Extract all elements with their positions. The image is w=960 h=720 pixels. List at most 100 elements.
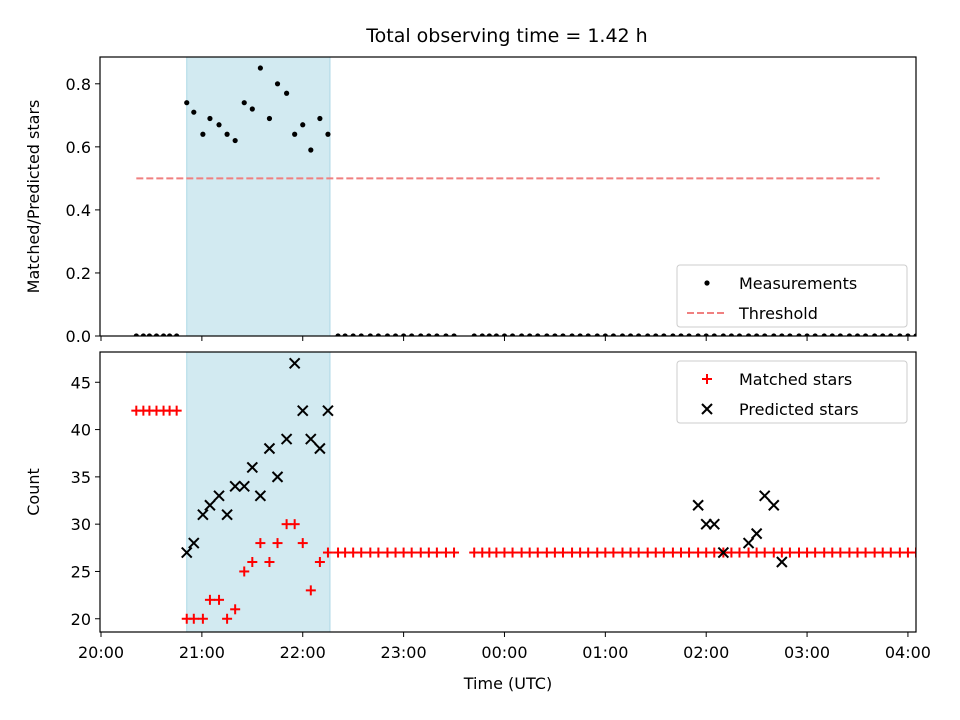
matched-point [171, 405, 182, 416]
predicted-point [213, 490, 225, 502]
measurement-point [325, 131, 331, 137]
measurement-point [216, 122, 222, 128]
measurement-point [670, 333, 676, 336]
measurement-point [779, 333, 785, 336]
measurement-point [645, 333, 651, 336]
measurement-point [821, 333, 827, 336]
measurement-point [678, 333, 684, 336]
measurement-point [146, 333, 153, 336]
measurement-point [686, 333, 692, 336]
measurement-point [140, 333, 146, 336]
matched-point [431, 547, 442, 558]
matched-point [583, 547, 594, 558]
measurement-point [426, 333, 432, 336]
series-predicted-stars [181, 357, 788, 568]
measurement-point [854, 333, 861, 336]
matched-point [684, 547, 695, 558]
series-measurements [133, 65, 944, 338]
predicted-point [238, 480, 250, 493]
measurement-point [335, 333, 341, 336]
x-axis-label: Time (UTC) [463, 674, 552, 693]
measurement-point [872, 333, 878, 336]
matched-point [658, 547, 669, 558]
measurement-point [569, 333, 575, 336]
x-tick-label: 21:00 [179, 643, 225, 662]
predicted-point [204, 499, 216, 511]
measurement-point [862, 333, 869, 336]
figure-title: Total observing time = 1.42 h [365, 25, 647, 47]
measurement-point [594, 333, 600, 336]
measurement-point [787, 333, 793, 336]
predicted-point [188, 537, 200, 549]
measurement-point [241, 100, 247, 106]
matched-point [297, 538, 308, 549]
matched-point [322, 547, 333, 558]
predicted-point [305, 433, 317, 445]
predicted-point [758, 490, 771, 502]
measurement-point [184, 100, 190, 106]
measurement-point [653, 333, 659, 336]
legend-measurement-swatch [704, 280, 710, 286]
matched-point [608, 547, 619, 558]
measurement-point [939, 333, 944, 338]
bottom-plot-area [131, 357, 916, 624]
measurement-point [160, 333, 167, 336]
matched-point [289, 519, 300, 530]
measurement-point [434, 333, 440, 336]
measurement-point [922, 333, 927, 338]
matched-point [759, 547, 770, 558]
matched-point [860, 547, 871, 558]
predicted-point [750, 527, 763, 540]
predicted-point [271, 471, 284, 483]
matched-point [305, 585, 316, 596]
predicted-point [692, 499, 704, 511]
matched-point [204, 594, 215, 605]
y-tick-label: 45 [71, 373, 91, 392]
measurement-point [796, 333, 802, 336]
measurement-point [509, 333, 516, 336]
measurement-point [846, 333, 853, 336]
measurement-point [812, 333, 818, 336]
x-tick-label: 00:00 [481, 643, 527, 662]
matched-point [356, 547, 367, 558]
bottom-axes-frame [99, 351, 917, 633]
measurement-point [880, 333, 886, 336]
measurement-point [392, 333, 399, 336]
top-legend: Measurements Threshold [676, 264, 908, 328]
measurement-point [519, 333, 525, 336]
measurement-point [888, 333, 894, 336]
matched-point [247, 557, 258, 567]
predicted-point [263, 442, 276, 455]
x-tick-label: 20:00 [78, 643, 124, 662]
matched-point [784, 547, 795, 558]
measurement-point [375, 333, 381, 336]
measurement-point [829, 333, 835, 336]
y-tick-label: 25 [71, 562, 91, 581]
predicted-point [280, 433, 293, 445]
measurement-point [133, 333, 139, 336]
measurement-point [207, 115, 213, 122]
measurement-point [274, 81, 281, 87]
measurement-point [754, 333, 760, 336]
top-plot-area [133, 65, 944, 338]
legend-label: Measurements [739, 274, 857, 293]
measurement-point [703, 333, 709, 336]
measurement-point [636, 333, 642, 336]
matched-point [734, 547, 745, 558]
predicted-point [297, 404, 309, 417]
predicted-point [776, 556, 788, 568]
matched-point [264, 557, 275, 567]
measurement-point [317, 115, 323, 122]
matched-point [709, 547, 720, 558]
x-tick-label: 23:00 [381, 643, 427, 662]
predicted-point [717, 546, 730, 559]
measurement-point [401, 333, 407, 336]
y-tick-label: 0.2 [66, 264, 91, 283]
measurement-point [493, 333, 499, 336]
legend-label: Matched stars [739, 370, 852, 389]
predicted-point [221, 508, 233, 521]
y-tick-label: 0.4 [66, 201, 91, 220]
series-matched-stars [131, 405, 916, 624]
matched-point [449, 547, 460, 558]
measurement-point [350, 333, 356, 336]
